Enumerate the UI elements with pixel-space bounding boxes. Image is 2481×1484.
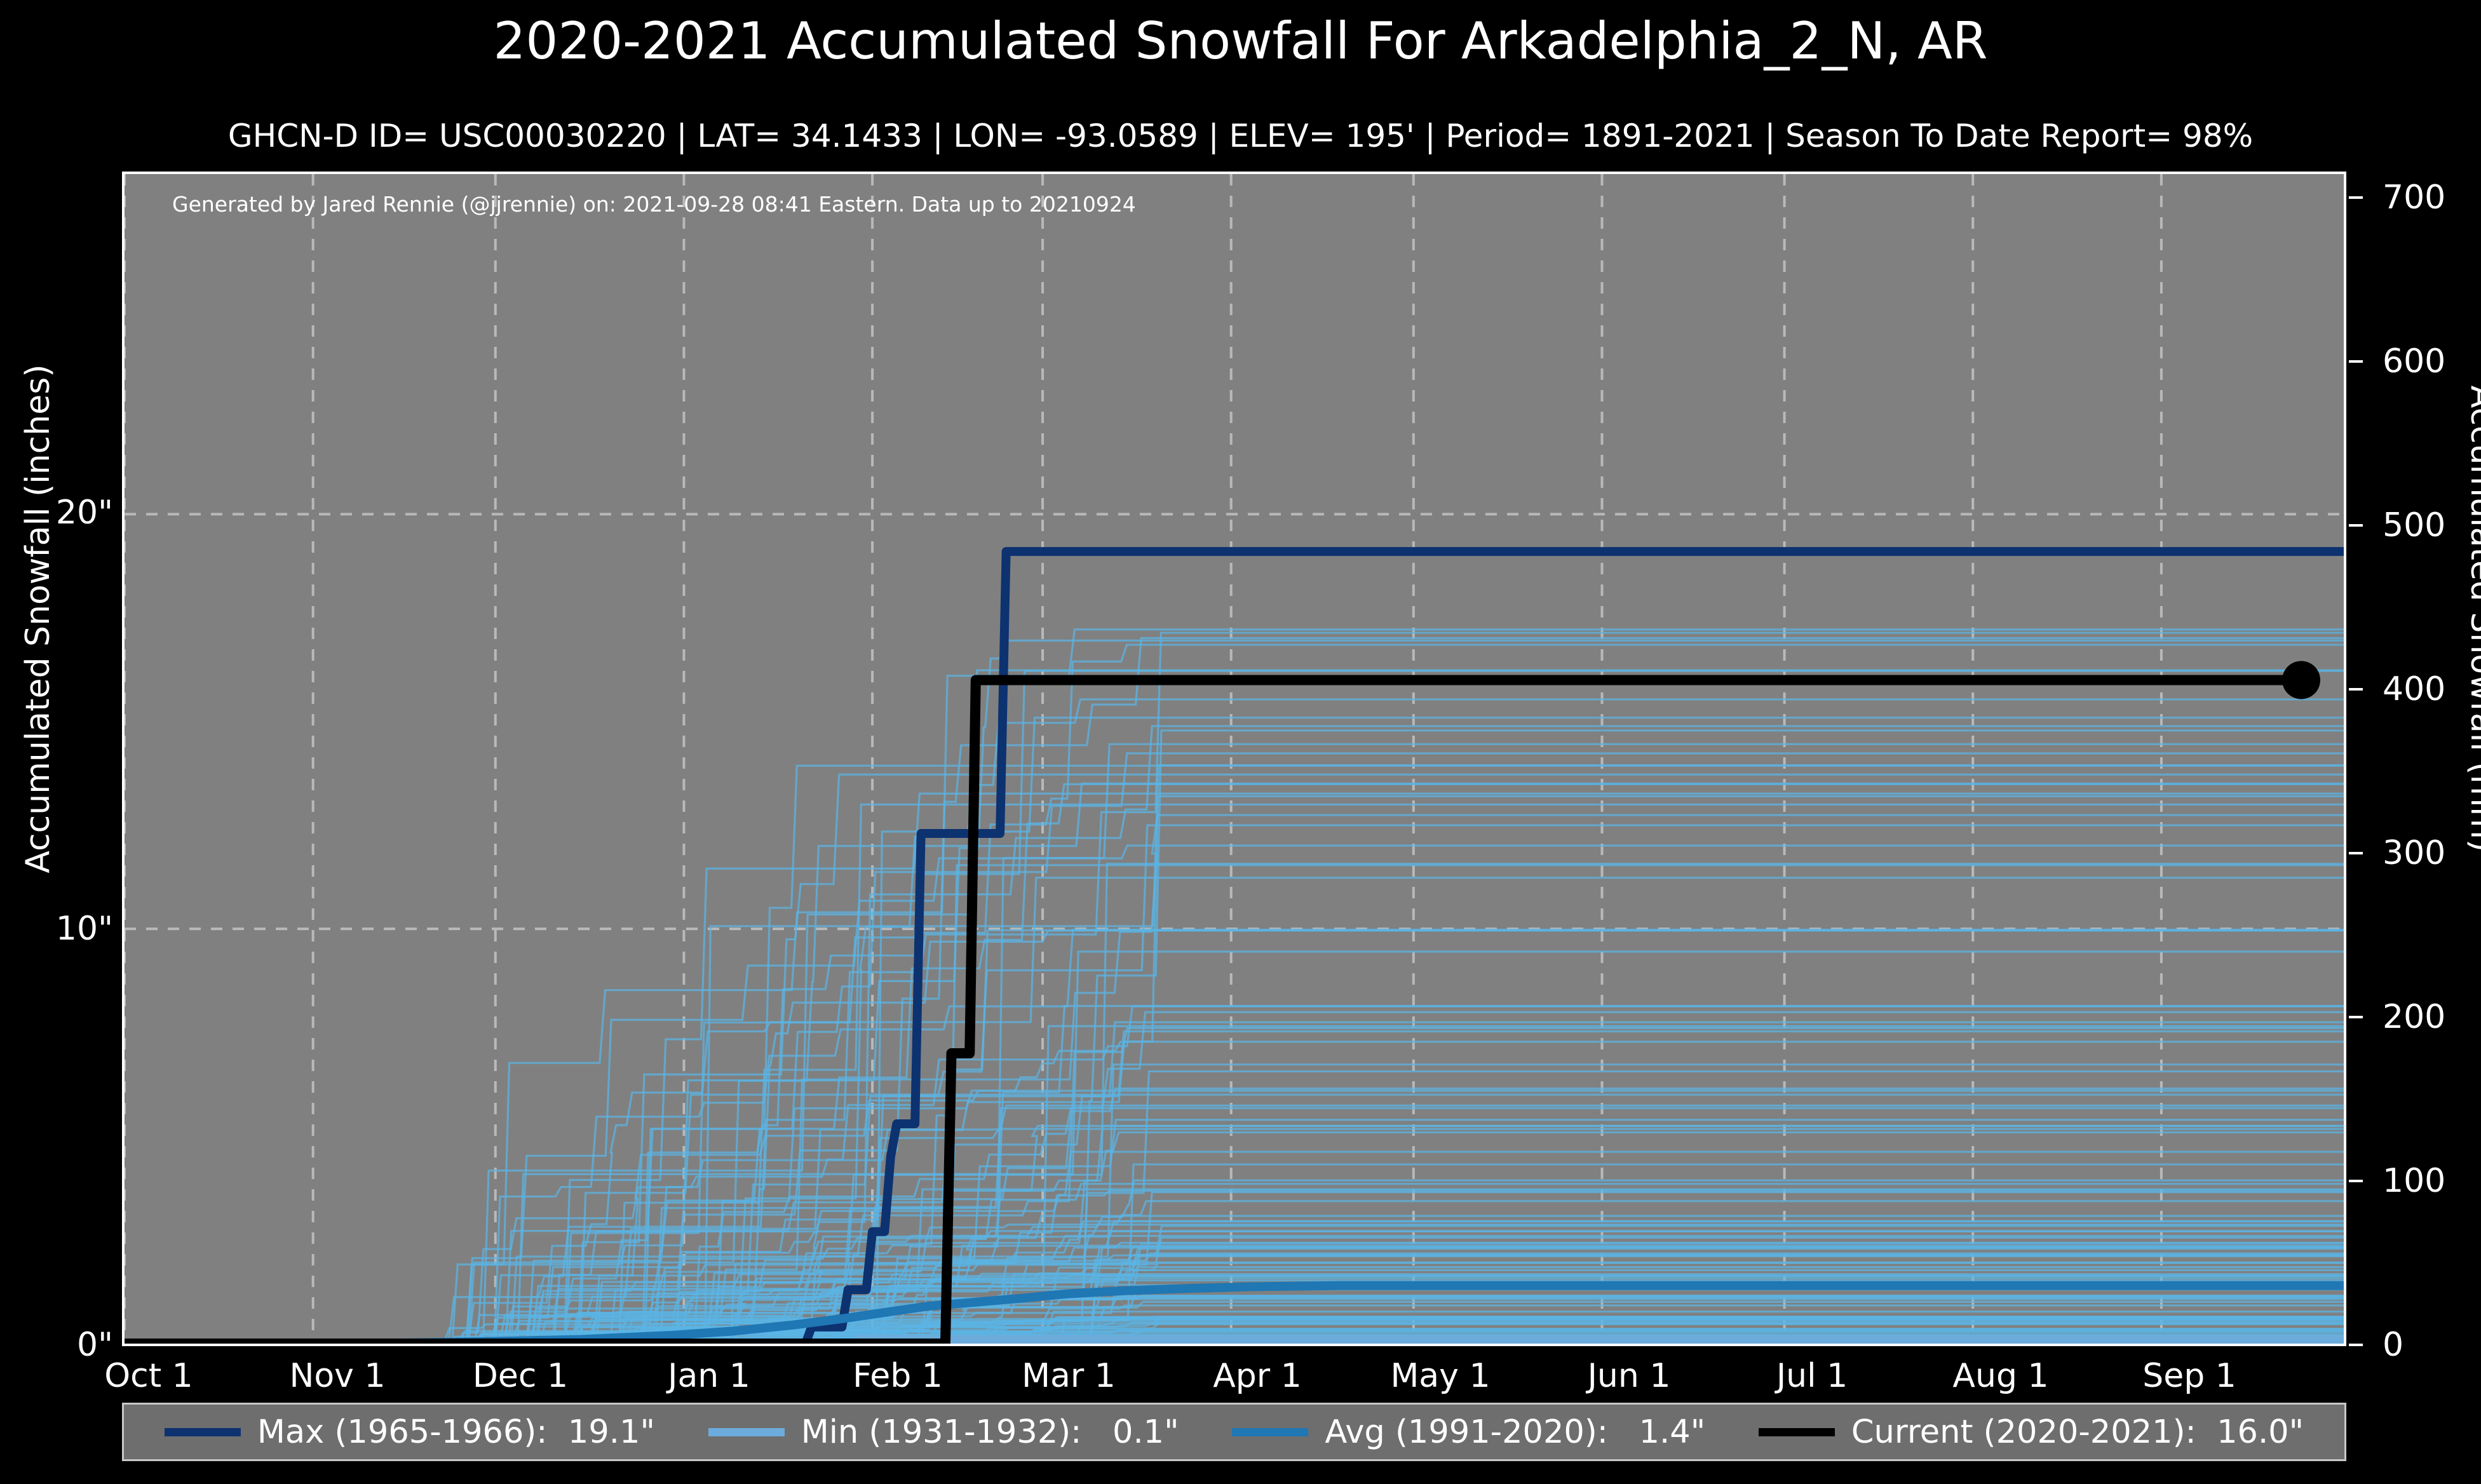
historical-trace — [125, 1011, 2344, 1344]
historical-trace — [125, 1063, 2344, 1344]
ytick-right-600: 600 — [2383, 342, 2446, 381]
ytick-mark-right-0 — [2349, 1344, 2363, 1346]
historical-trace — [125, 803, 2344, 1344]
legend-swatch-current — [1758, 1427, 1835, 1436]
series-end-marker-current — [2282, 661, 2321, 699]
historical-trace — [125, 1005, 2344, 1344]
xtick-may: May 1 — [1390, 1357, 1491, 1395]
legend-label-max: Max (1965-1966): 19.1" — [257, 1413, 655, 1451]
ytick-left-0: 0" — [76, 1326, 113, 1364]
historical-trace — [125, 782, 2344, 1344]
plot-area: Generated by Jared Rennie (@jjrennie) on… — [122, 172, 2346, 1346]
historical-trace — [125, 1182, 2344, 1344]
historical-traces — [125, 628, 2344, 1344]
page-title: 2020-2021 Accumulated Snowfall For Arkad… — [493, 11, 1988, 71]
ytick-right-400: 400 — [2383, 670, 2446, 708]
historical-trace — [125, 1241, 2344, 1344]
historical-trace — [125, 1104, 2344, 1344]
y-axis-label-left: Accumulated Snowfall (inches) — [19, 364, 57, 874]
historical-trace — [125, 1089, 2344, 1344]
legend-label-avg: Avg (1991-2020): 1.4" — [1325, 1413, 1706, 1451]
plot-canvas — [125, 174, 2344, 1344]
xtick-nov: Nov 1 — [289, 1357, 386, 1395]
ytick-right-100: 100 — [2383, 1162, 2446, 1200]
ytick-right-300: 300 — [2383, 834, 2446, 872]
ytick-right-700: 700 — [2383, 179, 2446, 217]
historical-trace — [125, 1220, 2344, 1344]
legend-item-min[interactable]: Min (1931-1932): 0.1" — [708, 1413, 1179, 1451]
xtick-oct: Oct 1 — [104, 1357, 193, 1395]
xtick-feb: Feb 1 — [853, 1357, 943, 1395]
historical-trace — [125, 929, 2344, 1344]
series-line-current — [125, 675, 2302, 1344]
historical-trace — [125, 1274, 2344, 1344]
historical-trace — [125, 773, 2344, 1344]
chart-legend: Max (1965-1966): 19.1" Min (1931-1932): … — [122, 1403, 2346, 1461]
legend-swatch-avg — [1232, 1427, 1309, 1436]
historical-trace — [125, 1246, 2344, 1344]
historical-trace — [125, 792, 2344, 1344]
xtick-mar: Mar 1 — [1022, 1357, 1116, 1395]
xtick-aug: Aug 1 — [1952, 1357, 2049, 1395]
xtick-jan: Jan 1 — [668, 1357, 750, 1395]
ytick-right-200: 200 — [2383, 998, 2446, 1036]
historical-trace — [125, 1131, 2344, 1344]
ytick-mark-right-100 — [2349, 1180, 2363, 1182]
xtick-dec: Dec 1 — [472, 1357, 569, 1395]
historical-trace — [125, 743, 2344, 1344]
historical-trace — [125, 1093, 2344, 1344]
xtick-sep: Sep 1 — [2142, 1357, 2236, 1395]
legend-item-avg[interactable]: Avg (1991-2020): 1.4" — [1232, 1413, 1705, 1451]
historical-trace — [125, 670, 2344, 1344]
xtick-apr: Apr 1 — [1213, 1357, 1302, 1395]
historical-trace — [125, 950, 2344, 1344]
historical-trace — [125, 1119, 2344, 1344]
historical-trace — [125, 1025, 2344, 1344]
chart-subtitle: GHCN-D ID= USC00030220 | LAT= 34.1433 | … — [227, 118, 2254, 154]
legend-item-max[interactable]: Max (1965-1966): 19.1" — [164, 1413, 655, 1451]
historical-trace — [125, 877, 2344, 1344]
historical-trace — [125, 1230, 2344, 1344]
plot-svg — [125, 174, 2344, 1344]
historical-trace — [125, 764, 2344, 1344]
historical-trace — [125, 1124, 2344, 1344]
ytick-left-20: 20" — [55, 494, 113, 532]
xtick-jun: Jun 1 — [1587, 1357, 1671, 1395]
legend-label-current: Current (2020-2021): 16.0" — [1851, 1413, 2304, 1451]
legend-item-current[interactable]: Current (2020-2021): 16.0" — [1758, 1413, 2304, 1451]
ytick-mark-right-700 — [2349, 196, 2363, 199]
historical-trace — [125, 729, 2344, 1344]
y-axis-label-right: Accumulated Snowfall (mm) — [2463, 385, 2481, 853]
historical-trace — [125, 631, 2344, 1344]
ytick-right-0: 0 — [2383, 1326, 2404, 1364]
ytick-mark-right-500 — [2349, 524, 2363, 527]
legend-label-min: Min (1931-1932): 0.1" — [801, 1413, 1179, 1451]
ytick-mark-right-400 — [2349, 688, 2363, 691]
ytick-mark-right-300 — [2349, 852, 2363, 854]
ytick-mark-right-200 — [2349, 1016, 2363, 1018]
xtick-jul: Jul 1 — [1776, 1357, 1848, 1395]
ytick-left-10: 10" — [55, 910, 113, 948]
legend-swatch-max — [164, 1427, 241, 1436]
legend-swatch-min — [708, 1427, 785, 1436]
historical-trace — [125, 725, 2344, 1344]
historical-trace — [125, 644, 2344, 1344]
ytick-right-500: 500 — [2383, 506, 2446, 544]
historical-trace — [125, 864, 2344, 1344]
ytick-mark-right-600 — [2349, 360, 2363, 363]
historical-trace — [125, 1021, 2344, 1344]
historical-trace — [125, 1004, 2344, 1344]
historical-trace — [125, 1188, 2344, 1344]
